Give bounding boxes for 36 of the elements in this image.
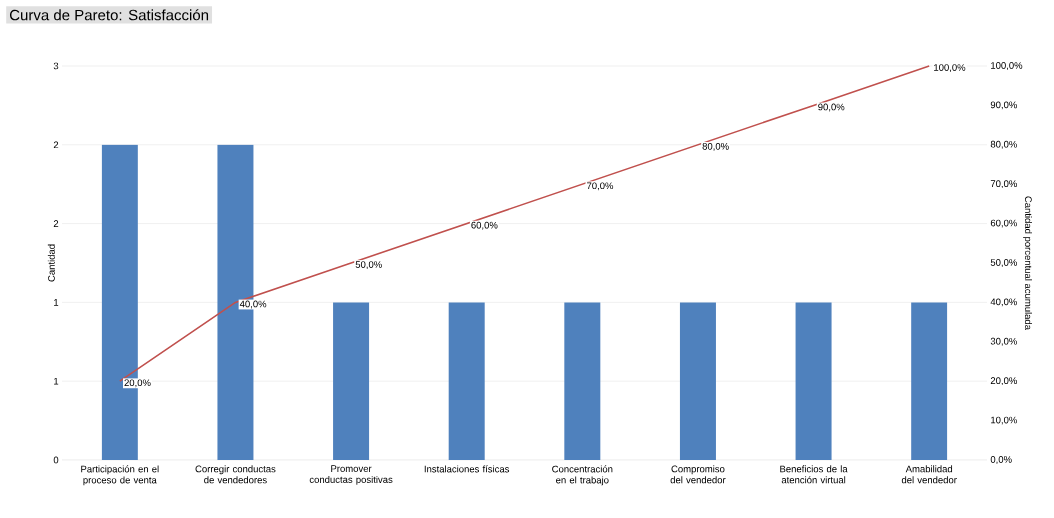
x-tick-label: Concentración en el trabajo [552,465,613,486]
y2-tick-label: 90,0% [990,101,1017,110]
x-tick-label: Participación en el proceso de venta [81,465,159,486]
data-label: 60,0% [471,221,498,230]
y2-tick-label: 0,0% [990,456,1012,464]
y-axis-title: Cantidad [47,244,55,282]
y-tick-label: 2 [53,220,59,227]
y2-tick-label: 80,0% [990,140,1017,149]
data-label: 70,0% [587,182,614,191]
y-tick-label: 0 [53,456,59,464]
y-tick-label: 2 [53,141,59,149]
y-tick-label: 1 [54,299,59,306]
y2-tick-label: 50,0% [990,259,1017,267]
data-label: 100,0% [934,64,966,73]
x-tick-label: Amabilidad del vendedor [901,465,957,484]
y2-tick-label: 20,0% [990,377,1017,386]
y2-tick-label: 60,0% [990,219,1017,228]
data-label: 80,0% [702,142,729,151]
x-tick-label: Promover conductas positivas [309,465,393,485]
data-label: 40,0% [239,300,267,309]
y2-tick-label: 10,0% [991,416,1017,425]
x-tick-label: Corregir conductas de vendedores [195,465,276,484]
y2-tick-label: 30,0% [990,337,1017,346]
data-label: 50,0% [355,261,382,270]
x-tick-label: Compromiso del vendedor [670,465,726,484]
y2-tick-label: 40,0% [990,298,1017,307]
data-label: 20,0% [124,379,151,388]
x-tick-label: Beneficios de la atención virtual [780,465,848,484]
y2-tick-label: 100,0% [991,62,1023,70]
y2-axis-title: Cantidad porcentual acumulada [1023,196,1032,331]
chart-title: Curva de Pareto: Satisfacción [9,9,209,21]
data-label: 90,0% [818,103,845,112]
y2-tick-label: 70,0% [990,180,1017,189]
y-tick-label: 3 [53,62,59,70]
y-tick-label: 1 [54,377,59,385]
x-tick-label: Instalaciones físicas [424,465,510,473]
